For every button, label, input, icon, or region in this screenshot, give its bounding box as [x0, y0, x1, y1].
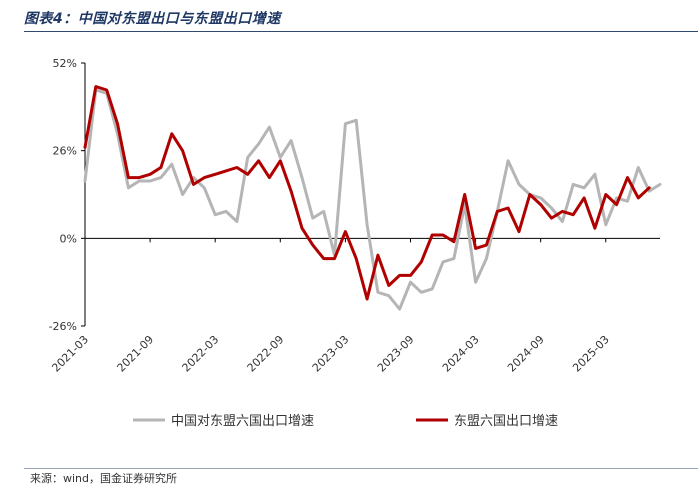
series-line-1 — [83, 88, 662, 311]
title-rule — [24, 31, 698, 32]
y-tick-label: 0% — [60, 232, 77, 245]
x-tick-label: 2023-03 — [310, 333, 352, 375]
series-line-2 — [83, 85, 651, 301]
x-tick-label: 2024-09 — [505, 333, 547, 375]
x-tick-label: 2021-03 — [49, 333, 91, 375]
chart-series — [83, 85, 662, 311]
source-note: 来源：wind，国金证券研究所 — [30, 472, 178, 485]
x-tick-label: 2025-03 — [570, 333, 612, 375]
y-tick-label: 52% — [53, 57, 77, 70]
chart-legend: 中国对东盟六国出口增速 东盟六国出口增速 — [133, 414, 558, 429]
bottom-rule — [24, 468, 698, 469]
x-tick-label: 2024-03 — [440, 333, 482, 375]
x-tick-label: 2021-09 — [115, 333, 157, 375]
legend-label-1: 中国对东盟六国出口增速 — [171, 414, 314, 429]
legend-label-2: 东盟六国出口增速 — [454, 414, 558, 429]
x-tick-label: 2022-09 — [245, 333, 287, 375]
x-tick-label: 2022-03 — [180, 333, 222, 375]
y-tick-label: -26% — [49, 320, 77, 333]
figure-title: 图表4：中国对东盟出口与东盟出口增速 — [24, 11, 281, 27]
y-tick-label: 26% — [53, 145, 77, 158]
x-tick-label: 2023-09 — [375, 333, 417, 375]
chart-axes: 52% 26% 0% -26%2021-03 2021-09 2022-03 2022-09… — [49, 57, 660, 375]
